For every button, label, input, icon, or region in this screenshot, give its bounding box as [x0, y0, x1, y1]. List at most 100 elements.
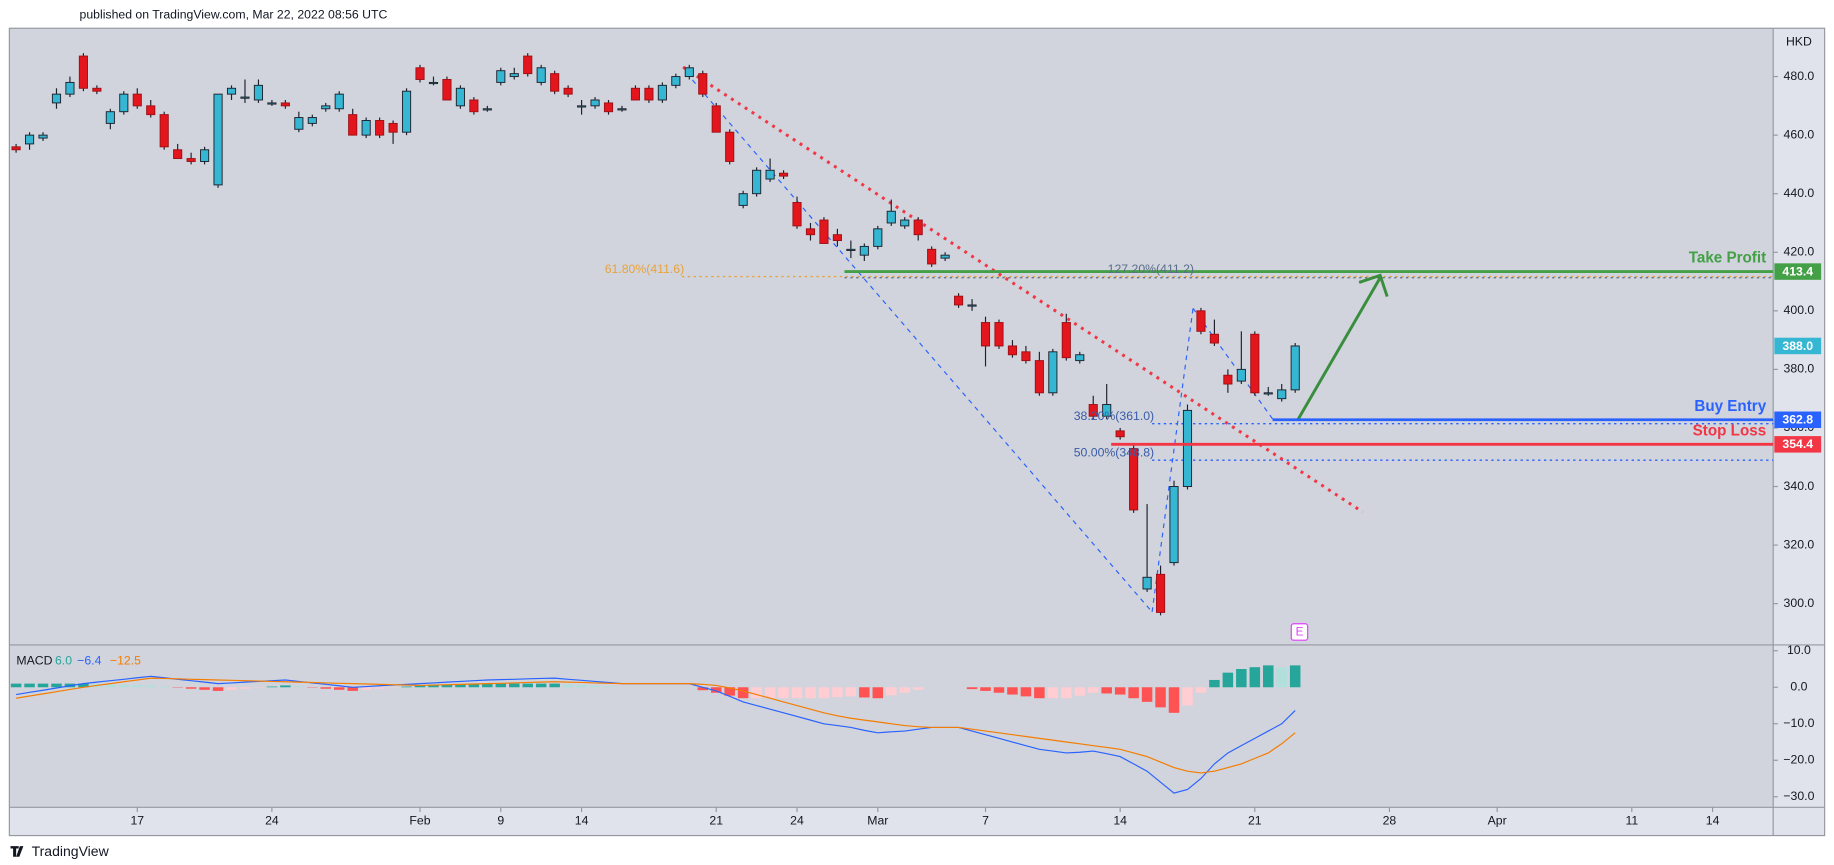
level-name: Take Profit	[1689, 250, 1766, 267]
histogram-bar	[468, 683, 480, 688]
candle-body	[994, 322, 1004, 347]
candle-body	[752, 169, 762, 195]
histogram-bar	[1007, 687, 1018, 695]
histogram-bar	[778, 687, 789, 699]
fib-label: 127.20%(411.2)	[1108, 262, 1194, 276]
candle-body	[1075, 354, 1085, 362]
candle-body	[536, 67, 546, 83]
histogram-bar	[401, 686, 412, 688]
histogram-bar	[266, 686, 278, 688]
candle-body	[805, 228, 816, 236]
candle-body	[267, 102, 277, 105]
histogram-bar	[158, 686, 170, 688]
histogram-bar	[482, 683, 493, 688]
histogram-bar	[818, 687, 830, 699]
candle-body	[819, 219, 829, 244]
candle-body	[886, 210, 896, 224]
candle-body	[1088, 404, 1098, 417]
candle-body	[684, 67, 694, 78]
header: published on TradingView.com, Mar 22, 20…	[80, 8, 388, 22]
histogram-bar	[1289, 665, 1301, 688]
x-tick-label: Feb	[409, 814, 430, 828]
logo: TradingView	[10, 843, 110, 859]
y-tick-label: 320.0	[1784, 537, 1815, 551]
x-tick-label: 14	[1113, 814, 1127, 828]
histogram-bar	[374, 687, 385, 689]
candle-body	[671, 76, 681, 86]
histogram-bar	[993, 687, 1005, 693]
histogram-bar	[751, 687, 762, 699]
histogram-bar	[1074, 687, 1086, 696]
candle-body	[792, 202, 802, 227]
candle-body	[873, 228, 883, 247]
histogram-bar	[199, 687, 210, 690]
candle-body	[1129, 447, 1139, 511]
fib-label: 61.80%(411.6)	[605, 262, 685, 276]
candle-body	[967, 304, 977, 307]
histogram-bar	[1168, 687, 1180, 713]
candle-body	[401, 90, 412, 133]
candle-body	[92, 87, 102, 92]
candle-body	[980, 322, 991, 347]
indicator-title: MACD	[16, 654, 52, 668]
candle-body	[1250, 333, 1260, 394]
candle-body	[778, 172, 789, 177]
candle-body	[226, 87, 237, 95]
candle-body	[200, 149, 210, 162]
histogram-bar	[1182, 687, 1193, 706]
y-tick-label: 0.0	[1790, 679, 1807, 693]
histogram-bar	[1020, 687, 1032, 697]
histogram-bar	[37, 683, 49, 688]
candle-body	[415, 67, 425, 80]
candle-body	[590, 99, 600, 107]
candle-body	[1290, 345, 1300, 391]
histogram-bar	[360, 687, 372, 690]
y-tick-label: 440.0	[1784, 186, 1815, 200]
candle-body	[78, 55, 88, 89]
x-tick-label: 24	[265, 814, 279, 828]
fib-label: 50.00%(348.8)	[1074, 445, 1154, 459]
histogram-bar	[1061, 687, 1072, 699]
histogram-bar	[1249, 667, 1261, 688]
candle-body	[1061, 322, 1071, 359]
candle-body	[105, 111, 115, 124]
time-scale	[9, 807, 1825, 836]
candle-body	[940, 254, 950, 259]
histogram-bar	[589, 685, 601, 688]
event-marker: E	[1296, 626, 1304, 639]
histogram-bar	[1128, 687, 1139, 699]
histogram-bar	[280, 685, 291, 688]
histogram-bar	[805, 687, 816, 699]
candle-body	[213, 93, 223, 186]
histogram-bar	[710, 687, 722, 693]
histogram-bar	[1047, 687, 1059, 699]
candle-body	[900, 219, 910, 227]
histogram-bar	[549, 683, 560, 688]
candle-body	[563, 87, 573, 95]
candle-body	[375, 120, 385, 136]
histogram-bar	[1034, 687, 1045, 699]
x-tick-label: Mar	[867, 814, 888, 828]
zigzag	[691, 79, 1153, 613]
level-name: Buy Entry	[1694, 398, 1766, 415]
candle-body	[294, 117, 304, 130]
candle-body	[1115, 430, 1125, 438]
zigzag	[1151, 308, 1194, 613]
histogram-bar	[697, 687, 709, 691]
candle-body	[119, 93, 129, 113]
histogram-bar	[1101, 687, 1112, 694]
candle-body	[51, 93, 62, 104]
histogram-bar	[293, 686, 305, 688]
target-arrow	[1297, 273, 1389, 420]
candles	[11, 53, 1300, 616]
candle-body	[1277, 389, 1287, 400]
candle-body	[725, 131, 735, 162]
candle-body	[65, 81, 75, 95]
y-tick-label: −10.0	[1783, 716, 1814, 730]
price-tag	[1774, 263, 1822, 280]
candle-body	[159, 114, 169, 148]
y-tick-label: 10.0	[1787, 643, 1811, 657]
histogram-bar	[724, 687, 735, 696]
histogram-bar	[535, 683, 547, 688]
